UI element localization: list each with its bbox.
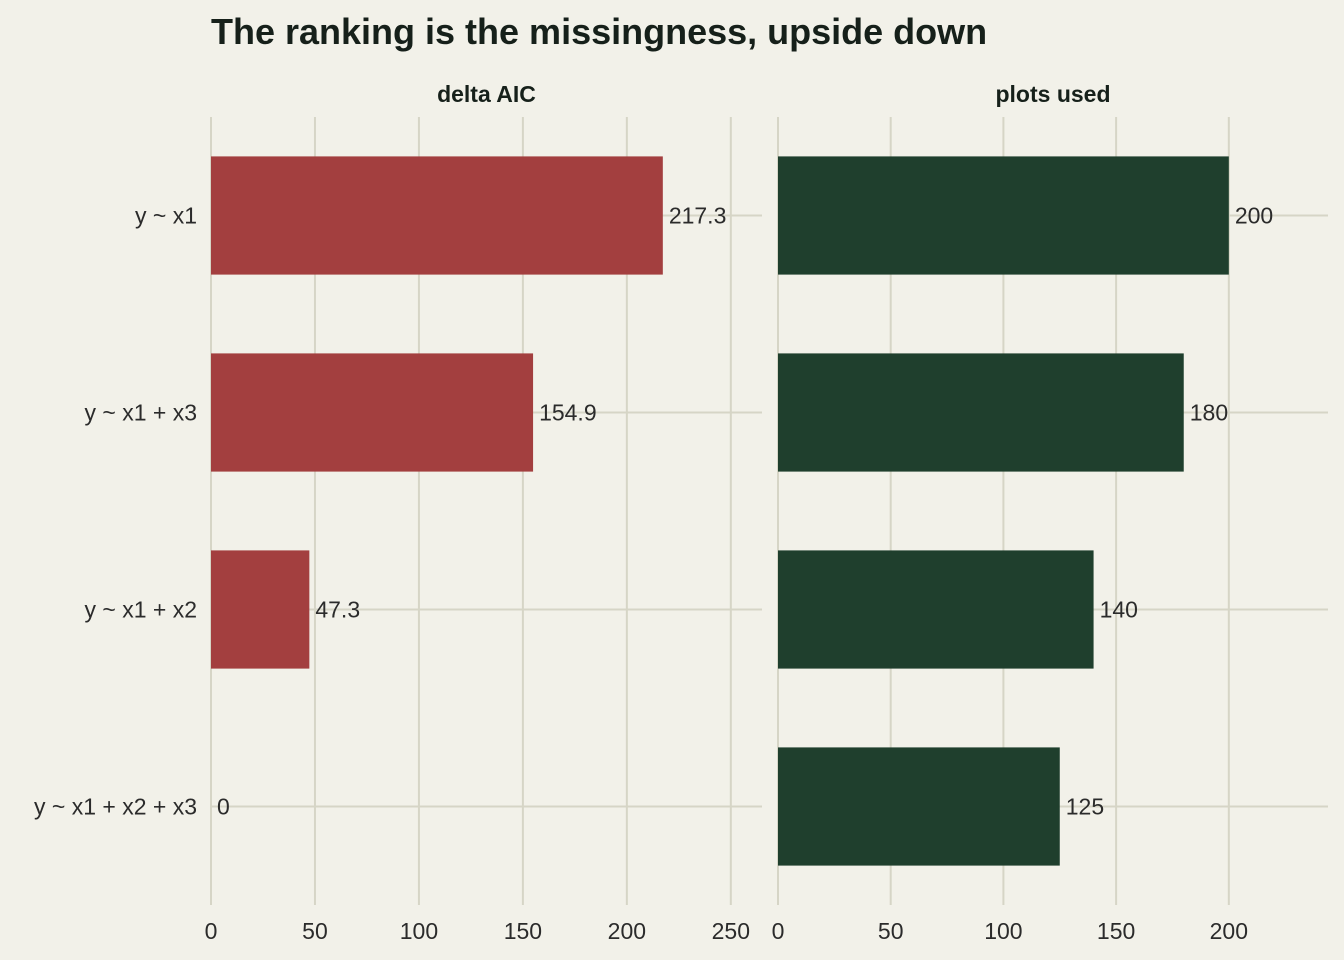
data-label: 180 (1190, 400, 1228, 426)
chart-title: The ranking is the missingness, upside d… (211, 11, 987, 52)
x-tick-label: 50 (302, 918, 328, 944)
x-tick-label: 200 (1210, 918, 1248, 944)
bar (778, 747, 1060, 866)
x-tick-label: 150 (1097, 918, 1135, 944)
x-tick-label: 0 (205, 918, 218, 944)
bar (778, 550, 1094, 669)
chart-panels: y ~ x1 y ~ x1 + x3 y ~ x1 + x2 y ~ x1 + x2 … (34, 81, 1328, 944)
x-tick-label: 150 (504, 918, 542, 944)
bar (211, 353, 534, 472)
panel-0: delta AIC 217.3 154.9 47.3 0 0 50 100 150 200 250 (205, 81, 762, 944)
category-label: y ~ x1 + x2 + x3 (34, 794, 197, 820)
bar (211, 550, 310, 669)
bar (211, 156, 663, 275)
panel-1: plots used 200 180 140 125 0 50 100 150 200 (772, 81, 1328, 944)
data-label: 217.3 (669, 203, 727, 229)
x-tick-label: 100 (984, 918, 1022, 944)
bar (778, 353, 1184, 472)
category-label: y ~ x1 (135, 203, 197, 229)
x-tick-label: 0 (772, 918, 785, 944)
x-tick-label: 250 (712, 918, 750, 944)
data-label: 154.9 (539, 400, 597, 426)
data-label: 47.3 (315, 597, 360, 623)
data-label: 125 (1066, 794, 1104, 820)
x-tick-label: 200 (608, 918, 646, 944)
x-tick-label: 50 (878, 918, 904, 944)
panel-title: plots used (995, 81, 1110, 107)
data-label: 0 (217, 794, 230, 820)
category-label: y ~ x1 + x3 (84, 400, 197, 426)
category-label: y ~ x1 + x2 (84, 597, 197, 623)
panel-title: delta AIC (437, 81, 536, 107)
bar (778, 156, 1229, 275)
data-label: 140 (1100, 597, 1138, 623)
x-tick-label: 100 (400, 918, 438, 944)
data-label: 200 (1235, 203, 1273, 229)
